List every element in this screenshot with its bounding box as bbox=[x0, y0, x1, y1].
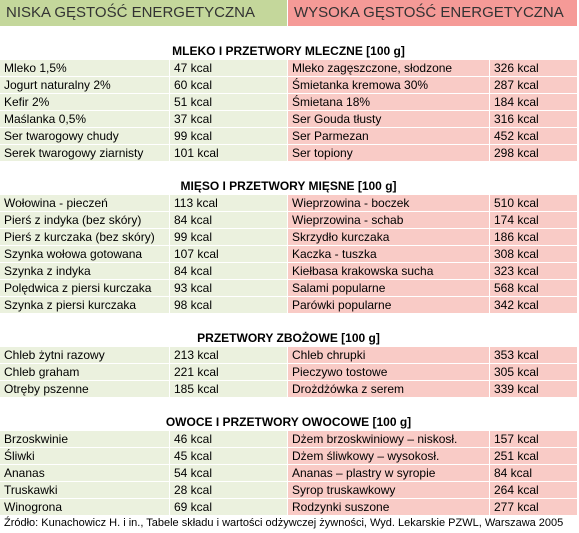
food-name: Ser Parmezan bbox=[288, 128, 490, 145]
food-name: Śliwki bbox=[0, 448, 170, 465]
kcal: 298 kcal bbox=[490, 145, 578, 162]
kcal: 305 kcal bbox=[490, 364, 578, 381]
food-name: Ser topiony bbox=[288, 145, 490, 162]
kcal: 174 kcal bbox=[490, 212, 578, 229]
section-title: OWOCE I PRZETWORY OWOCOWE [100 g] bbox=[0, 414, 578, 431]
kcal: 101 kcal bbox=[170, 145, 288, 162]
section-title: MLEKO I PRZETWORY MLECZNE [100 g] bbox=[0, 43, 578, 60]
kcal: 308 kcal bbox=[490, 246, 578, 263]
kcal: 46 kcal bbox=[170, 431, 288, 448]
food-name: Mleko 1,5% bbox=[0, 60, 170, 77]
food-name: Parówki popularne bbox=[288, 297, 490, 314]
food-name: Ser twarogowy chudy bbox=[0, 128, 170, 145]
kcal: 510 kcal bbox=[490, 195, 578, 212]
food-name: Szynka z piersi kurczaka bbox=[0, 297, 170, 314]
source-note: Źródło: Kunachowicz H. i in., Tabele skł… bbox=[4, 517, 564, 529]
kcal: 184 kcal bbox=[490, 94, 578, 111]
kcal: 323 kcal bbox=[490, 263, 578, 280]
kcal: 568 kcal bbox=[490, 280, 578, 297]
food-name: Skrzydło kurczaka bbox=[288, 229, 490, 246]
kcal: 99 kcal bbox=[170, 229, 288, 246]
food-name: Truskawki bbox=[0, 482, 170, 499]
kcal: 221 kcal bbox=[170, 364, 288, 381]
food-name: Szynka wołowa gotowana bbox=[0, 246, 170, 263]
kcal: 342 kcal bbox=[490, 297, 578, 314]
kcal: 84 kcal bbox=[170, 263, 288, 280]
kcal: 339 kcal bbox=[490, 381, 578, 398]
food-name: Jogurt naturalny 2% bbox=[0, 77, 170, 94]
kcal: 54 kcal bbox=[170, 465, 288, 482]
section-title: PRZETWORY ZBOŻOWE [100 g] bbox=[0, 330, 578, 347]
food-name: Rodzynki suszone bbox=[288, 499, 490, 516]
food-name: Ananas – plastry w syropie bbox=[288, 465, 490, 482]
kcal: 84 kcal bbox=[490, 465, 578, 482]
food-name: Drożdżówka z serem bbox=[288, 381, 490, 398]
kcal: 69 kcal bbox=[170, 499, 288, 516]
kcal: 60 kcal bbox=[170, 77, 288, 94]
food-name: Polędwica z piersi kurczaka bbox=[0, 280, 170, 297]
food-name: Winogrona bbox=[0, 499, 170, 516]
food-name: Ananas bbox=[0, 465, 170, 482]
kcal: 93 kcal bbox=[170, 280, 288, 297]
kcal: 251 kcal bbox=[490, 448, 578, 465]
food-name: Ser Gouda tłusty bbox=[288, 111, 490, 128]
kcal: 51 kcal bbox=[170, 94, 288, 111]
food-name: Chleb graham bbox=[0, 364, 170, 381]
food-name: Kiełbasa krakowska sucha bbox=[288, 263, 490, 280]
kcal: 157 kcal bbox=[490, 431, 578, 448]
food-name: Serek twarogowy ziarnisty bbox=[0, 145, 170, 162]
food-name: Otręby pszenne bbox=[0, 381, 170, 398]
kcal: 213 kcal bbox=[170, 347, 288, 364]
food-name: Pieczywo tostowe bbox=[288, 364, 490, 381]
food-name: Szynka z indyka bbox=[0, 263, 170, 280]
kcal: 353 kcal bbox=[490, 347, 578, 364]
kcal: 277 kcal bbox=[490, 499, 578, 516]
header-left: NISKA GĘSTOŚĆ ENERGETYCZNA bbox=[0, 0, 288, 27]
food-name: Wołowina - pieczeń bbox=[0, 195, 170, 212]
kcal: 287 kcal bbox=[490, 77, 578, 94]
food-name: Chleb żytni razowy bbox=[0, 347, 170, 364]
kcal: 37 kcal bbox=[170, 111, 288, 128]
food-name: Wieprzowina - boczek bbox=[288, 195, 490, 212]
kcal: 98 kcal bbox=[170, 297, 288, 314]
food-name: Salami popularne bbox=[288, 280, 490, 297]
kcal: 107 kcal bbox=[170, 246, 288, 263]
food-name: Chleb chrupki bbox=[288, 347, 490, 364]
food-name: Kaczka - tuszka bbox=[288, 246, 490, 263]
kcal: 84 kcal bbox=[170, 212, 288, 229]
kcal: 47 kcal bbox=[170, 60, 288, 77]
kcal: 99 kcal bbox=[170, 128, 288, 145]
food-name: Syrop truskawkowy bbox=[288, 482, 490, 499]
food-name: Pierś z indyka (bez skóry) bbox=[0, 212, 170, 229]
kcal: 45 kcal bbox=[170, 448, 288, 465]
food-name: Dżem brzoskwiniowy – niskosł. bbox=[288, 431, 490, 448]
kcal: 326 kcal bbox=[490, 60, 578, 77]
food-name: Kefir 2% bbox=[0, 94, 170, 111]
food-name: Dżem śliwkowy – wysokosł. bbox=[288, 448, 490, 465]
kcal: 316 kcal bbox=[490, 111, 578, 128]
kcal: 113 kcal bbox=[170, 195, 288, 212]
food-name: Śmietanka kremowa 30% bbox=[288, 77, 490, 94]
kcal: 186 kcal bbox=[490, 229, 578, 246]
kcal: 28 kcal bbox=[170, 482, 288, 499]
food-name: Pierś z kurczaka (bez skóry) bbox=[0, 229, 170, 246]
food-name: Wieprzowina - schab bbox=[288, 212, 490, 229]
kcal: 264 kcal bbox=[490, 482, 578, 499]
kcal: 452 kcal bbox=[490, 128, 578, 145]
food-name: Śmietana 18% bbox=[288, 94, 490, 111]
food-name: Brzoskwinie bbox=[0, 431, 170, 448]
section-title: MIĘSO I PRZETWORY MIĘSNE [100 g] bbox=[0, 178, 578, 195]
food-name: Maślanka 0,5% bbox=[0, 111, 170, 128]
header-right: WYSOKA GĘSTOŚĆ ENERGETYCZNA bbox=[288, 0, 578, 27]
food-name: Mleko zagęszczone, słodzone bbox=[288, 60, 490, 77]
kcal: 185 kcal bbox=[170, 381, 288, 398]
